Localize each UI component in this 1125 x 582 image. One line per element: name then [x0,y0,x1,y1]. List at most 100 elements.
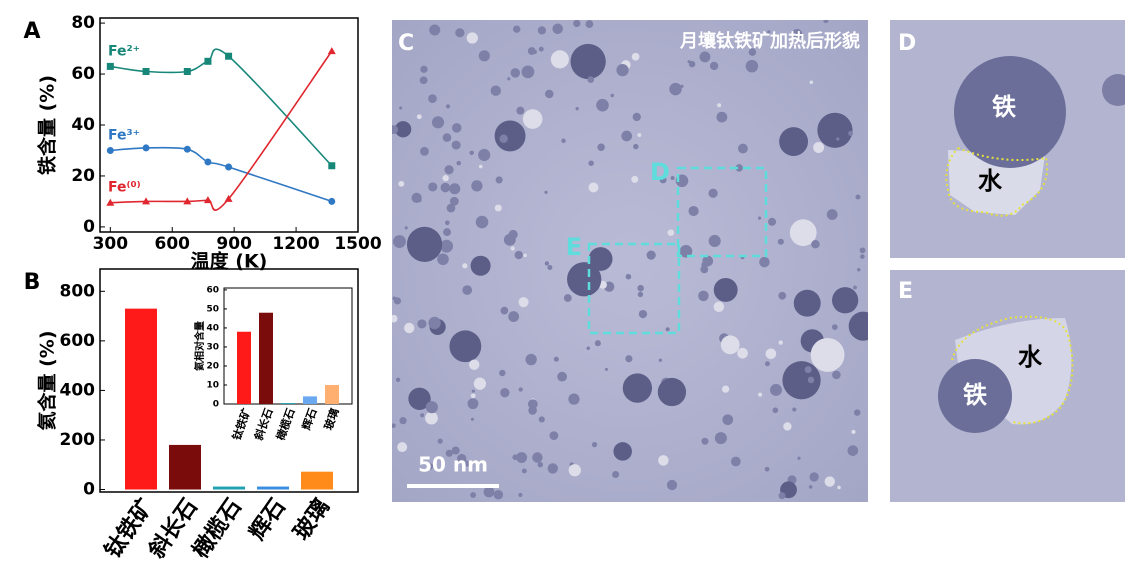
particle [563,294,572,302]
particle [462,285,473,295]
particle [426,463,434,470]
particle [809,472,819,482]
marker [204,57,212,65]
particle [429,24,441,36]
particle [699,51,711,63]
particle [518,492,523,498]
particle [428,316,441,330]
y-tick-label: 200 [60,430,96,450]
particle [494,204,502,212]
marker [225,52,233,60]
panel-label: B [24,270,41,295]
particle [406,226,443,262]
particle [464,460,471,467]
particle [527,399,538,410]
x-tick-label: 橄榄石 [188,494,247,563]
x-axis-label: 温度 (K) [191,250,268,273]
particle [499,369,506,377]
particle [425,411,438,425]
particle [514,250,523,260]
particle [765,348,777,360]
particle [449,183,461,195]
particle [826,209,838,220]
particle [831,324,838,331]
particle [597,143,605,152]
particle [428,182,438,192]
particle [637,133,642,137]
iron-label: 铁 [992,93,1016,121]
particle [561,138,566,144]
particle [468,359,480,370]
particle [419,76,428,85]
particle [610,93,615,98]
particle [442,175,449,182]
particle [853,285,857,290]
x-tick-label: 1500 [334,234,381,254]
iron-label: 铁 [963,381,987,409]
y-tick-label: 0 [83,480,95,500]
particle [478,50,490,62]
panel-label: D [898,31,916,56]
particle [621,130,633,142]
particle [632,112,641,122]
particle [470,492,477,498]
particle [824,476,835,487]
particle [848,311,868,341]
bar [213,486,245,490]
particle [451,123,462,133]
particle [797,456,801,460]
particle [442,133,452,142]
particle [792,407,797,412]
marker [183,145,191,153]
particle [658,358,662,362]
particle [420,413,425,418]
particles [392,20,868,500]
particle [810,337,845,372]
particle [596,98,609,112]
particle [547,463,558,474]
particle [637,291,644,298]
particle [848,130,854,136]
particle [709,61,719,71]
particle [585,20,594,28]
particle [832,287,859,314]
micrograph-c [392,20,868,502]
x-tick-label: 辉石 [300,407,320,432]
y-tick-label: 0 [213,400,219,410]
particle [758,392,763,397]
particle [646,250,656,260]
x-tick-label: 橄榄石 [273,406,297,442]
particle [836,137,840,141]
particle [722,414,734,426]
x-tick-label: 600 [154,234,190,254]
particle [392,314,398,323]
particle [1102,74,1125,106]
particle [665,327,670,332]
bar [125,308,157,490]
particle [392,125,399,135]
particle [778,291,787,300]
particle [745,59,759,73]
particle [791,28,803,40]
particle [451,446,460,455]
particle [449,196,459,206]
bar [301,471,333,490]
particle [573,20,581,28]
particle [431,116,445,129]
particle [657,377,687,407]
particle [446,203,456,213]
particle [567,262,602,297]
particle [813,142,825,153]
panel-label: A [23,19,40,44]
particle [510,246,515,251]
particle [547,265,553,270]
marker [142,68,150,75]
particle [451,140,461,150]
particle [445,449,453,457]
y-tick-label: 30 [206,342,219,352]
particle [544,261,550,266]
particle [809,80,814,85]
particle [408,387,431,410]
box-label: E [566,233,582,261]
particle [777,238,784,245]
